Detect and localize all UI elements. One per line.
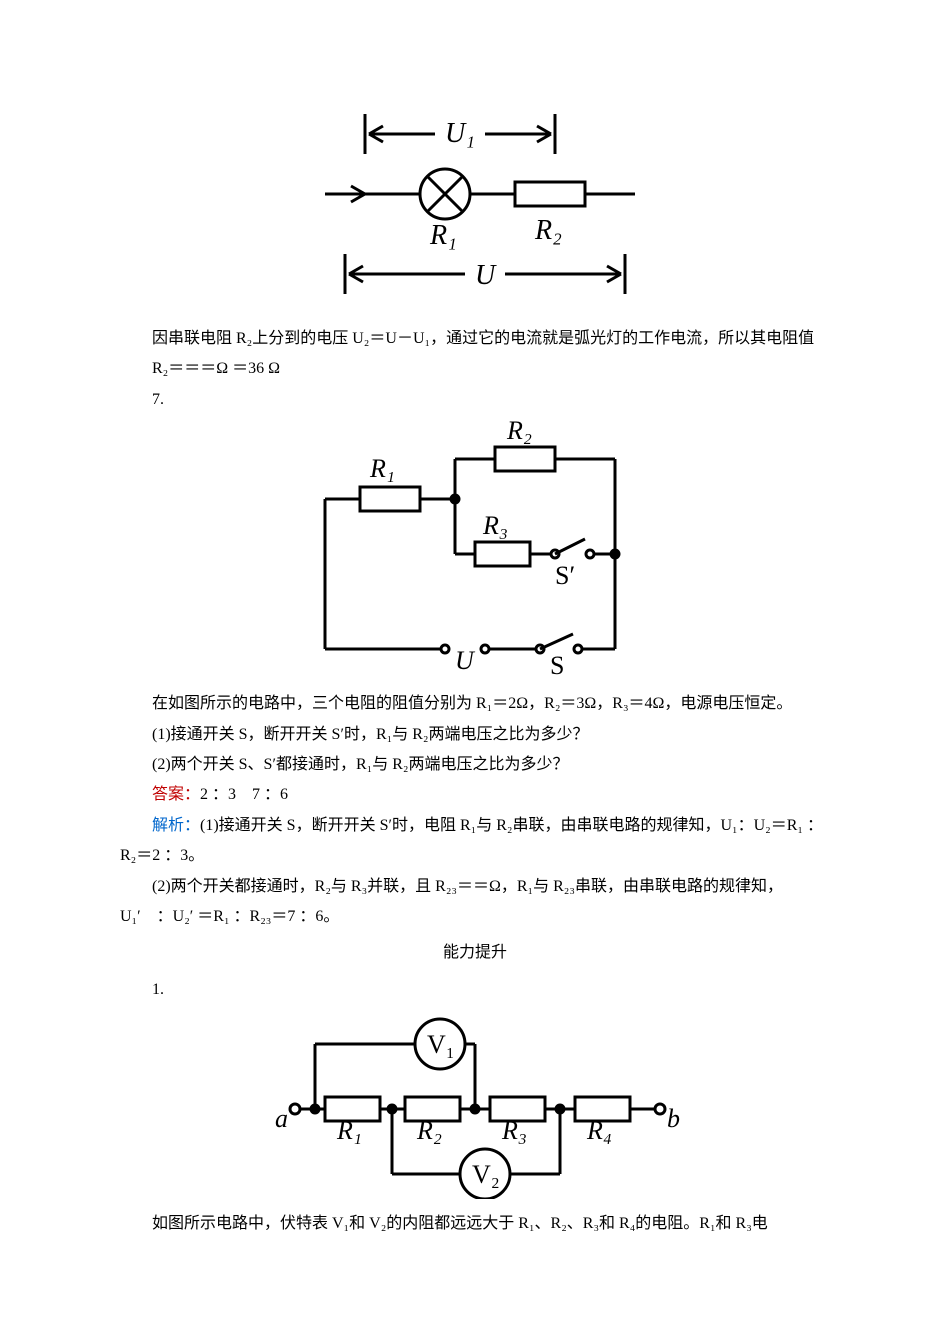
answer-body: 2 ：3 7 ：6	[200, 786, 288, 803]
analysis-body: (1)接通开关 S，断开开关 S′时，电阻 R₁与 R₂串联，由串联电路的规律知…	[120, 817, 823, 864]
fig1-U: U	[475, 260, 497, 291]
fig3-R2: R₂	[416, 1116, 442, 1145]
para-b1: 在如图所示的电路中，三个电阻的阻值分别为 R₁＝2Ω，R₂＝3Ω，R₃＝4Ω，电…	[120, 689, 830, 719]
analysis-label: 解析：	[152, 817, 200, 834]
figure-3: a b R₁ R₂ R₃ R₄ V₁ V₂	[120, 1009, 830, 1199]
fig3-V1: V₁	[427, 1030, 455, 1059]
para-c1: 1.	[120, 975, 830, 1005]
fig1-svg: | --> | --> U₁ R₁ R₂	[305, 104, 645, 314]
figure-2: R₁ R₂ R₃ S′ U S	[120, 419, 830, 679]
fig3-R4: R₄	[586, 1116, 612, 1145]
para-b2: (1)接通开关 S，断开开关 S′时，R₁与 R₂两端电压之比为多少？	[120, 720, 830, 750]
fig2-Sp: S′	[555, 561, 575, 590]
fig2-R2: R₂	[506, 419, 532, 445]
answer-label: 答案：	[152, 786, 200, 803]
fig1-R1: R₁	[429, 220, 457, 251]
fig2-svg: R₁ R₂ R₃ S′ U S	[285, 419, 665, 679]
fig2-R1: R₁	[369, 454, 395, 483]
fig3-svg: a b R₁ R₂ R₃ R₄ V₁ V₂	[265, 1009, 685, 1199]
para-a1: 因串联电阻 R₂上分到的电压 U₂＝U－U₁，通过它的电流就是弧光灯的工作电流，…	[120, 324, 830, 354]
fig3-R1: R₁	[336, 1116, 362, 1145]
para-b6: (2)两个开关都接通时，R₂与 R₃并联，且 R₂₃＝＝Ω，R₁与 R₂₃串联，…	[120, 872, 830, 933]
fig1-R2: R₂	[534, 215, 562, 246]
para-b5: 解析：(1)接通开关 S，断开开关 S′时，电阻 R₁与 R₂串联，由串联电路的…	[120, 811, 830, 872]
para-a3: 7.	[120, 385, 830, 415]
figure-1: | --> | --> U₁ R₁ R₂	[120, 104, 830, 314]
fig3-V2: V₂	[472, 1160, 500, 1189]
para-b3: (2)两个开关 S、S′都接通时，R₁与 R₂两端电压之比为多少？	[120, 750, 830, 780]
fig2-R3: R₃	[482, 511, 508, 540]
fig3-a: a	[275, 1104, 288, 1133]
fig3-R3: R₃	[501, 1116, 527, 1145]
para-a2: R₂＝＝＝Ω ＝36 Ω	[120, 354, 830, 384]
para-b4: 答案：2 ：3 7 ：6	[120, 780, 830, 810]
fig2-S: S	[550, 651, 564, 679]
fig2-U: U	[455, 646, 476, 675]
para-c2: 如图所示电路中，伏特表 V₁和 V₂的内阻都远远大于 R₁、R₂、R₃和 R₄的…	[120, 1209, 830, 1239]
fig1-U1: U₁	[445, 118, 475, 149]
fig3-b: b	[667, 1104, 680, 1133]
section-heading: 能力提升	[120, 938, 830, 968]
